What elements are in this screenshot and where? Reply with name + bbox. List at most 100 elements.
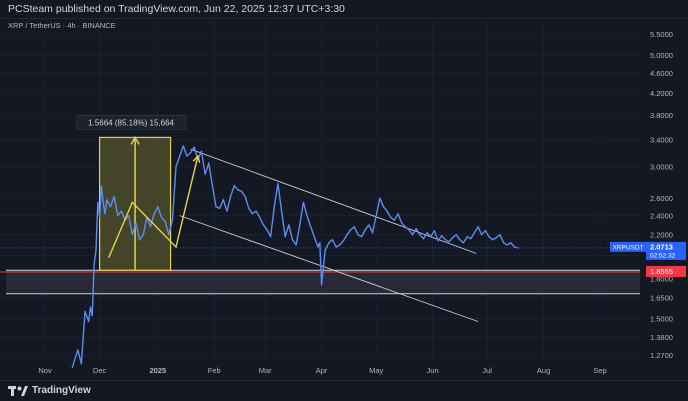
price-point — [98, 216, 101, 219]
price-point — [117, 215, 119, 217]
price-point — [492, 239, 494, 241]
footer-bar: TradingView — [0, 380, 688, 401]
price-point — [415, 228, 417, 230]
price-point — [477, 226, 479, 228]
price-point — [109, 206, 112, 208]
price-point — [193, 146, 195, 148]
price-series-line — [71, 145, 519, 368]
tradingview-brand[interactable]: TradingView — [32, 385, 91, 396]
symbol-tag-box — [610, 241, 646, 252]
price-point — [331, 239, 334, 241]
current-price-text: 2.0713 — [650, 242, 673, 251]
price-point — [179, 155, 181, 157]
price-point — [186, 155, 188, 157]
price-point — [160, 216, 163, 219]
price-point — [244, 195, 246, 198]
y-tick-label: 3.4000 — [650, 135, 673, 144]
price-point — [230, 195, 232, 198]
price-point — [306, 215, 308, 217]
measure-label-text: 1.5664 (85.18%) 15,664 — [88, 118, 174, 127]
x-tick-label: Apr — [316, 366, 328, 375]
price-point — [226, 210, 228, 212]
price-point — [328, 242, 330, 244]
price-point — [426, 232, 428, 234]
price-point — [433, 230, 436, 232]
measure-arrowhead — [130, 135, 140, 145]
measure-label-box — [75, 115, 187, 130]
y-tick-label: 5.5000 — [650, 30, 673, 39]
support-zone — [6, 270, 640, 294]
x-tick-label: Sep — [593, 366, 606, 375]
price-point — [277, 182, 279, 185]
x-tick-label: Nov — [38, 366, 52, 375]
x-tick-label: May — [369, 366, 383, 375]
price-point — [506, 244, 508, 246]
price-point — [386, 210, 388, 212]
price-point — [80, 363, 82, 365]
chart-title: XRP / TetherUS · 4h · BINANCE — [8, 21, 116, 30]
price-point — [317, 246, 319, 248]
price-point — [319, 242, 321, 244]
price-point — [390, 216, 392, 219]
publish-text: PCSteam published on TradingView.com, Ju… — [8, 3, 345, 15]
price-point — [291, 239, 294, 241]
price-point — [113, 195, 115, 198]
price-point — [233, 185, 235, 187]
price-point — [470, 238, 472, 240]
tradingview-logo-icon[interactable] — [8, 385, 28, 397]
price-point — [411, 234, 414, 236]
price-point — [313, 236, 315, 238]
price-point — [404, 226, 406, 228]
x-tick-label: Jun — [427, 366, 439, 375]
price-point — [368, 224, 370, 226]
price-point — [128, 215, 130, 217]
price-point — [295, 244, 297, 246]
x-tick-label: 2025 — [149, 366, 166, 375]
price-point — [488, 236, 490, 238]
y-tick-label: 1.5000 — [650, 315, 673, 324]
price-point — [100, 185, 103, 187]
publish-header: PCSteam published on TradingView.com, Ju… — [0, 0, 688, 19]
y-tick-label: 2.6000 — [650, 194, 673, 203]
price-point — [310, 226, 312, 228]
price-point — [422, 238, 425, 240]
price-point — [248, 207, 250, 210]
price-point — [393, 219, 395, 221]
price-point — [215, 206, 217, 208]
price-point — [95, 249, 97, 251]
x-tick-label: Dec — [93, 366, 107, 375]
price-point — [104, 213, 106, 215]
price-point — [164, 220, 166, 222]
price-point — [339, 244, 341, 246]
y-tick-label: 3.8000 — [650, 111, 673, 120]
price-point — [262, 224, 264, 226]
chart-area[interactable]: 1.5664 (85.18%) 15,664 XRP / TetherUS · 4… — [0, 18, 688, 380]
price-point — [495, 237, 497, 239]
price-point — [320, 284, 323, 286]
price-point — [371, 232, 374, 234]
price-point — [89, 306, 92, 308]
price-point — [350, 229, 352, 231]
price-point — [481, 234, 483, 236]
price-point — [175, 166, 177, 168]
y-tick-label: 3.0000 — [650, 163, 673, 172]
chart-svg[interactable]: 1.5664 (85.18%) 15,664 XRP / TetherUS · 4… — [0, 18, 688, 380]
channel-lower-line — [179, 215, 479, 322]
price-point — [397, 213, 399, 215]
price-point — [462, 242, 465, 244]
y-tick-label: 1.6500 — [650, 294, 673, 303]
price-point — [473, 232, 476, 234]
x-tick-label: Feb — [208, 366, 221, 375]
price-point — [357, 234, 359, 236]
x-tick-label: Aug — [537, 366, 550, 375]
price-point — [430, 236, 432, 238]
price-point — [259, 216, 261, 219]
price-point — [322, 266, 325, 268]
price-point — [379, 197, 381, 199]
price-point — [444, 239, 446, 241]
y-tick-label: 4.2000 — [650, 89, 673, 98]
price-point — [131, 234, 133, 236]
price-point — [353, 226, 355, 228]
y-tick-label: 5.0000 — [650, 51, 673, 60]
symbol-tag-text: XRPUSDT — [612, 244, 643, 251]
